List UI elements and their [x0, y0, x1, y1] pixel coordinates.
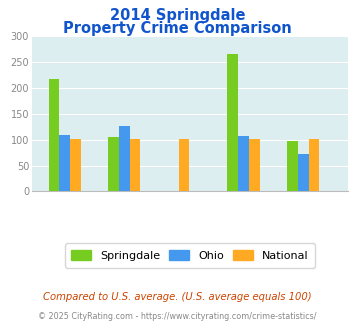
Text: 2014 Springdale: 2014 Springdale — [110, 8, 245, 23]
Bar — [238, 136, 249, 191]
Bar — [49, 79, 59, 191]
Bar — [179, 139, 189, 191]
Bar — [108, 137, 119, 191]
Bar — [130, 139, 141, 191]
Bar — [308, 139, 319, 191]
Bar — [59, 135, 70, 191]
Text: Compared to U.S. average. (U.S. average equals 100): Compared to U.S. average. (U.S. average … — [43, 292, 312, 302]
Legend: Springdale, Ohio, National: Springdale, Ohio, National — [65, 244, 315, 268]
Text: Property Crime Comparison: Property Crime Comparison — [63, 21, 292, 36]
Text: © 2025 CityRating.com - https://www.cityrating.com/crime-statistics/: © 2025 CityRating.com - https://www.city… — [38, 312, 317, 321]
Bar — [119, 126, 130, 191]
Bar — [70, 139, 81, 191]
Bar — [298, 154, 308, 191]
Bar — [249, 139, 260, 191]
Bar — [287, 141, 298, 191]
Bar — [228, 54, 238, 191]
